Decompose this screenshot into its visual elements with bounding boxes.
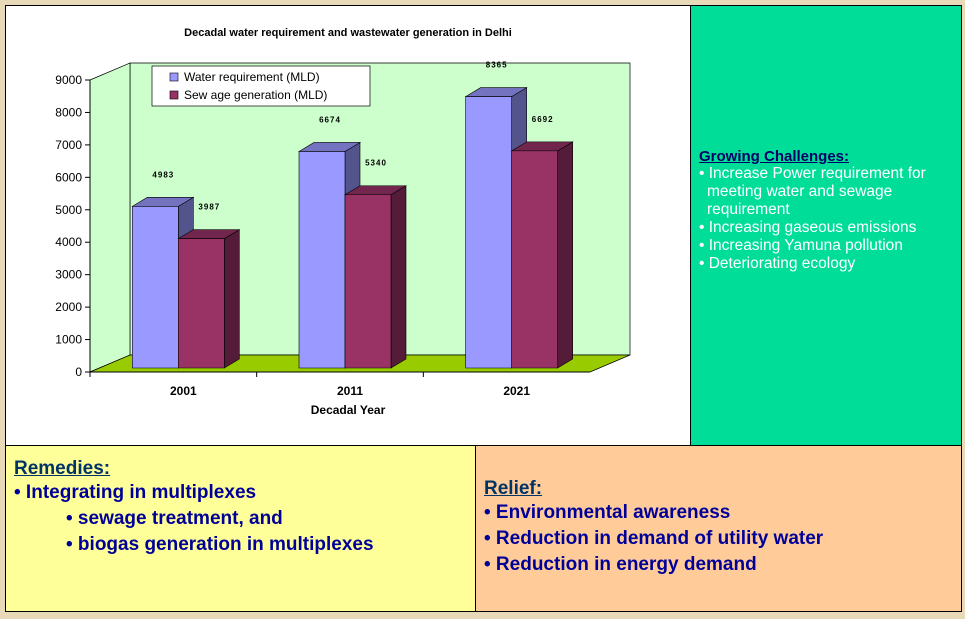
x-tick-label: 2001 [170,384,197,398]
bar-face [344,194,392,369]
bullet-item: • Environmental awareness [484,502,731,523]
bar-face [224,229,240,369]
bullet-item: • Reduction in demand of utility water [484,528,824,549]
bullet-item: • Integrating in multiplexes [14,482,257,503]
bar [177,229,241,369]
challenges-panel: Growing Challenges: • Increase Power req… [690,5,962,446]
legend-label: Sew age generation (MLD) [184,88,327,102]
bullet-item: • sewage treatment, and [66,508,283,529]
y-tick-label: 9000 [55,73,82,87]
y-tick-label: 7000 [55,138,82,152]
value-label: 4983 [152,170,174,179]
challenges-title: Growing Challenges: [699,148,850,165]
bar-face [557,141,573,369]
x-tick-label: 2021 [503,384,530,398]
bar-face [178,238,225,369]
bar-face [132,206,179,369]
relief-panel: Relief: • Environmental awareness • Reduc… [475,445,962,612]
y-tick-label: 3000 [55,268,82,282]
y-tick-label: 8000 [55,105,82,119]
chart-panel: Decadal water requirement and wastewater… [5,5,691,446]
value-label: 6692 [532,115,554,124]
legend-label: Water requirement (MLD) [184,70,320,84]
y-tick-label: 5000 [55,203,82,217]
bar-face [298,151,346,369]
bar-face [390,185,407,369]
y-tick-label: 1000 [55,333,82,347]
relief-title: Relief: [484,478,543,499]
x-tick-label: 2011 [337,384,363,398]
value-label: 6674 [319,115,341,124]
y-tick-label: 6000 [55,170,82,184]
bar-face [465,96,512,369]
side-wall [89,62,131,373]
value-label: 3987 [198,203,220,212]
bullet-item: • Reduction in energy demand [484,554,757,575]
value-label: 5340 [365,159,387,168]
bullet-item: • Deteriorating ecology [699,255,856,272]
chart: Decadal water requirement and wastewater… [55,27,631,417]
bar [343,185,408,369]
bar [510,141,574,369]
bullet-item: • Increasing gaseous emissions [699,219,917,236]
value-label: 8365 [486,61,508,70]
y-tick-label: 0 [75,365,82,379]
legend-swatch [169,72,179,82]
bullet-item: • Increase Power requirement for meeting… [699,165,926,218]
legend [151,65,371,107]
bar-face [511,150,558,369]
bullet-item: • Increasing Yamuna pollution [699,237,903,254]
bullet-item: • biogas generation in multiplexes [66,534,374,555]
remedies-title: Remedies: [14,458,111,479]
x-axis-title: Decadal Year [311,403,386,417]
remedies-panel: Remedies: • Integrating in multiplexes • … [5,445,476,612]
chart-title: Decadal water requirement and wastewater… [184,27,512,39]
y-tick-label: 2000 [55,300,82,314]
y-tick-label: 4000 [55,235,82,249]
legend-swatch [169,90,179,100]
